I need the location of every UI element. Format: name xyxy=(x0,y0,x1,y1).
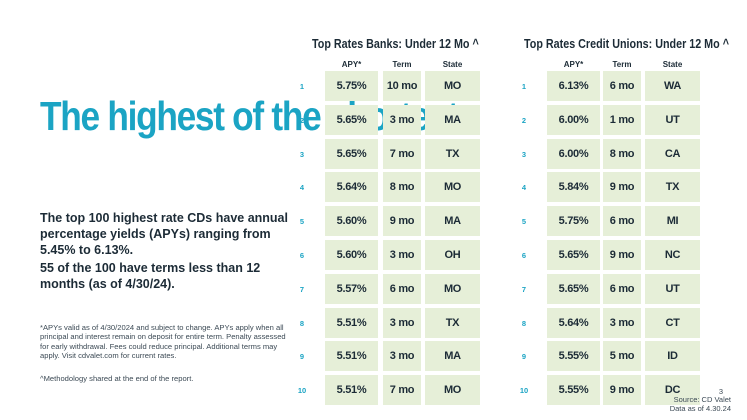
banks-rank: 10 xyxy=(297,386,307,396)
banks-cell-state: MO xyxy=(425,375,480,406)
banks-cell-state: TX xyxy=(425,307,480,338)
banks-header-term: Term xyxy=(392,60,412,69)
credit-unions-cell-apy: 5.75% xyxy=(547,206,600,237)
headline: The highest of the shortest. xyxy=(40,93,468,139)
banks-cell-term: 3 mo xyxy=(383,307,421,338)
methodology-note: ^Methodology shared at the end of the re… xyxy=(40,374,194,383)
source-note: Source: CD Valet xyxy=(673,395,731,404)
banks-cell-state: MA xyxy=(425,104,480,135)
banks-rank: 4 xyxy=(299,183,305,193)
credit-unions-header-state: State xyxy=(662,60,683,69)
banks-cell-apy: 5.65% xyxy=(325,104,378,135)
banks-cell-apy: 5.60% xyxy=(325,206,378,237)
banks-cell-term: 8 mo xyxy=(383,172,421,203)
credit-unions-cell-term: 6 mo xyxy=(603,206,641,237)
banks-header-state: State xyxy=(442,60,463,69)
credit-unions-header-term: Term xyxy=(612,60,632,69)
banks-cell-term: 3 mo xyxy=(383,341,421,372)
banks-rank: 5 xyxy=(299,217,305,227)
credit-unions-cell-apy: 6.13% xyxy=(547,71,600,101)
banks-cell-apy: 5.64% xyxy=(325,172,378,203)
banks-cell-state: MO xyxy=(425,273,480,304)
banks-rank: 6 xyxy=(299,251,305,260)
credit-unions-cell-apy: 6.00% xyxy=(547,104,600,135)
credit-unions-cell-term: 9 mo xyxy=(603,375,641,406)
credit-unions-cell-state: UT xyxy=(645,273,700,304)
credit-unions-cell-term: 1 mo xyxy=(603,104,641,135)
credit-unions-cell-state: DC xyxy=(645,375,700,406)
credit-unions-cell-apy: 6.00% xyxy=(547,138,600,169)
credit-unions-rank: 3 xyxy=(521,149,527,159)
credit-unions-cell-state: TX xyxy=(645,172,700,203)
banks-cell-term: 7 mo xyxy=(383,375,421,406)
banks-cell-state: MA xyxy=(425,206,480,237)
credit-unions-cell-state: NC xyxy=(645,240,700,270)
banks-cell-apy: 5.51% xyxy=(325,307,378,338)
page-number: 3 xyxy=(718,387,723,396)
banks-cell-apy: 5.57% xyxy=(325,273,378,304)
credit-unions-header-apy: APY* xyxy=(563,60,584,69)
credit-unions-rank: 7 xyxy=(521,284,527,294)
banks-cell-term: 3 mo xyxy=(383,240,421,270)
banks-cell-state: MA xyxy=(425,341,480,372)
banks-cell-apy: 5.75% xyxy=(325,71,378,101)
terms-paragraph: 55 of the 100 have terms less than 12 mo… xyxy=(40,261,261,291)
credit-unions-cell-state: MI xyxy=(645,206,700,237)
credit-unions-cell-apy: 5.55% xyxy=(547,375,600,406)
credit-unions-cell-state: CA xyxy=(645,138,700,169)
credit-unions-cell-state: ID xyxy=(645,341,700,372)
credit-unions-cell-apy: 5.64% xyxy=(547,307,600,338)
credit-unions-rank: 1 xyxy=(521,82,527,91)
credit-unions-cell-term: 6 mo xyxy=(603,273,641,304)
credit-unions-rank: 10 xyxy=(519,386,529,396)
banks-cell-term: 10 mo xyxy=(383,71,421,101)
credit-unions-cell-state: CT xyxy=(645,307,700,338)
credit-unions-cell-apy: 5.55% xyxy=(547,341,600,372)
banks-table-title: Top Rates Banks: Under 12 Mo ^ xyxy=(312,37,479,51)
credit-unions-cell-state: UT xyxy=(645,104,700,135)
banks-rank: 7 xyxy=(299,284,305,294)
credit-unions-cell-term: 6 mo xyxy=(603,71,641,101)
credit-unions-rank: 9 xyxy=(521,352,527,362)
banks-header-apy: APY* xyxy=(341,60,362,69)
credit-unions-cell-term: 5 mo xyxy=(603,341,641,372)
credit-unions-rank: 8 xyxy=(521,318,527,328)
banks-rank: 8 xyxy=(299,318,305,328)
banks-rank: 2 xyxy=(299,115,305,125)
credit-unions-cell-term: 8 mo xyxy=(603,138,641,169)
credit-unions-rank: 2 xyxy=(521,115,527,125)
data-date-note: Data as of 4.30.24 xyxy=(669,404,731,413)
credit-unions-rank: 4 xyxy=(521,183,527,193)
credit-unions-cell-apy: 5.65% xyxy=(547,240,600,270)
banks-rank: 9 xyxy=(299,352,305,362)
banks-cell-term: 9 mo xyxy=(383,206,421,237)
banks-cell-term: 7 mo xyxy=(383,138,421,169)
banks-cell-term: 3 mo xyxy=(383,104,421,135)
banks-cell-state: OH xyxy=(425,240,480,270)
banks-cell-apy: 5.60% xyxy=(325,240,378,270)
banks-cell-state: TX xyxy=(425,138,480,169)
credit-unions-rank: 5 xyxy=(521,217,527,227)
credit-unions-cell-term: 9 mo xyxy=(603,172,641,203)
credit-unions-cell-apy: 5.65% xyxy=(547,273,600,304)
credit-unions-table-title: Top Rates Credit Unions: Under 12 Mo ^ xyxy=(524,37,729,51)
credit-unions-cell-term: 3 mo xyxy=(603,307,641,338)
banks-rank: 1 xyxy=(299,82,305,91)
banks-rank: 3 xyxy=(299,149,305,159)
banks-cell-term: 6 mo xyxy=(383,273,421,304)
banks-cell-apy: 5.65% xyxy=(325,138,378,169)
banks-cell-state: MO xyxy=(425,172,480,203)
credit-unions-cell-term: 9 mo xyxy=(603,240,641,270)
credit-unions-rank: 6 xyxy=(521,251,527,260)
banks-cell-state: MO xyxy=(425,71,480,101)
apy-footnote: *APYs valid as of 4/30/2024 and subject … xyxy=(40,323,286,361)
banks-cell-apy: 5.51% xyxy=(325,375,378,406)
credit-unions-cell-state: WA xyxy=(645,71,700,101)
banks-cell-apy: 5.51% xyxy=(325,341,378,372)
summary-paragraph: The top 100 highest rate CDs have annual… xyxy=(40,211,288,257)
credit-unions-cell-apy: 5.84% xyxy=(547,172,600,203)
